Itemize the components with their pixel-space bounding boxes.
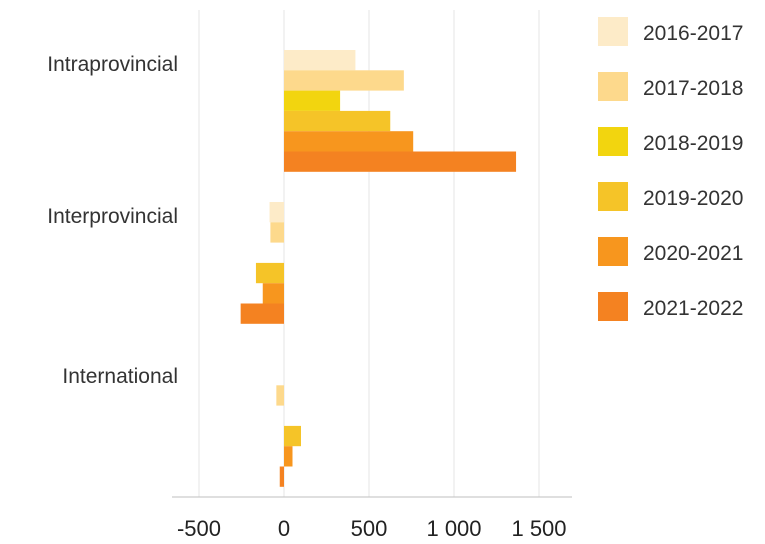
bar-intraprovincial-2020-2021 [284,131,414,152]
bar-interprovincial-2017-2018 [270,222,284,243]
legend-label-2018-2019: 2018-2019 [643,132,743,155]
bar-interprovincial-2019-2020 [255,262,284,284]
legend-label-2016-2017: 2016-2017 [643,22,743,45]
legend: 2016-2017 2017-2018 2018-2019 2019-2020 2020… [598,17,743,321]
x-tick-label-0: -500 [177,516,221,541]
legend-label-2019-2020: 2019-2020 [643,187,743,210]
bar-interprovincial-2021-2022 [240,303,284,324]
bar-international-2020-2021 [284,446,293,467]
bar-interprovincial-2020-2021 [262,283,284,304]
legend-swatch-2016-2017 [598,17,628,46]
category-label-interprovincial: Interprovincial [47,205,178,228]
category-label-international: International [62,365,178,388]
bar-international-2019-2020 [284,425,301,447]
category-label-intraprovincial: Intraprovincial [47,53,178,76]
bar-intraprovincial-2019-2020 [284,110,391,132]
legend-swatch-2017-2018 [598,72,628,101]
category-labels: Intraprovincial Interprovincial Internatio… [47,53,178,388]
bar-intraprovincial-2017-2018 [284,70,404,91]
legend-label-2017-2018: 2017-2018 [643,77,743,100]
x-tick-label-4: 1 500 [511,516,566,541]
legend-swatch-2019-2020 [598,182,628,211]
bar-international-2017-2018 [276,385,284,406]
legend-label-2020-2021: 2020-2021 [643,242,743,265]
bar-intraprovincial-2021-2022 [284,151,517,172]
legend-swatch-2018-2019 [598,127,628,156]
bar-intraprovincial-2016-2017 [284,50,356,71]
bars [240,50,517,487]
x-tick-label-1: 0 [278,516,290,541]
legend-swatch-2021-2022 [598,292,628,321]
x-axis: -500 0 500 1 000 1 500 [172,496,572,541]
bar-international-2021-2022 [279,466,284,487]
x-tick-label-2: 500 [351,516,388,541]
bar-intraprovincial-2018-2019 [284,90,341,111]
legend-swatch-2020-2021 [598,237,628,266]
x-tick-label-3: 1 000 [426,516,481,541]
legend-label-2021-2022: 2021-2022 [643,297,743,320]
bar-interprovincial-2016-2017 [269,202,284,223]
